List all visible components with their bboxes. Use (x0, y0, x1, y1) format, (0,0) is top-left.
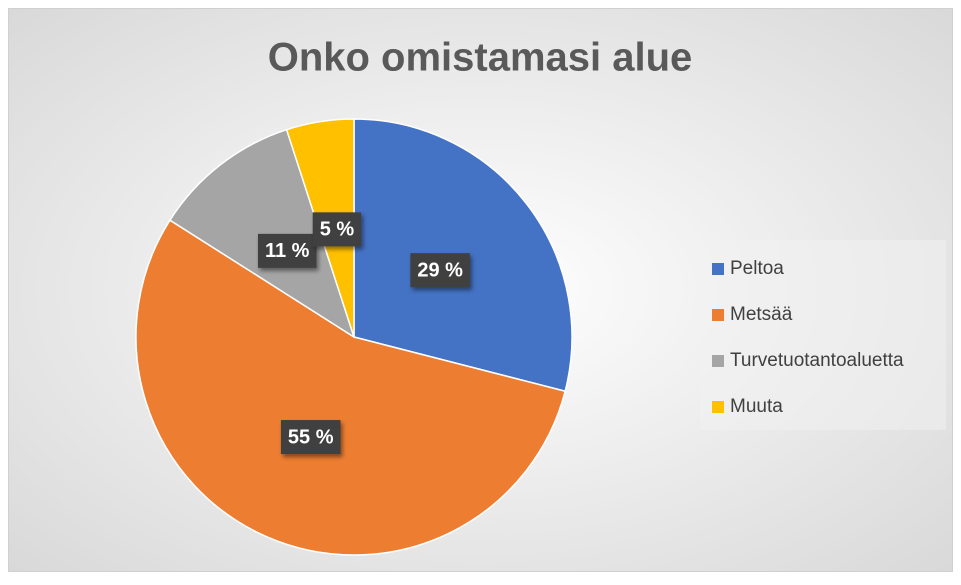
data-label-text: 55 % (288, 426, 334, 448)
data-label: 5 % (312, 212, 362, 247)
legend-swatch (712, 263, 724, 275)
legend-swatch (712, 401, 724, 413)
legend-label: Muuta (730, 396, 783, 417)
data-label-text: 29 % (417, 259, 463, 281)
data-label: 55 % (280, 420, 341, 455)
legend-label: Turvetuotantoaluetta (730, 350, 904, 371)
pie-slice (168, 128, 356, 339)
data-label: 29 % (410, 253, 470, 288)
legend (700, 240, 946, 430)
data-label-text: 5 % (320, 219, 355, 241)
data-label-box (312, 212, 362, 247)
legend-swatch (712, 355, 724, 367)
data-label-box (410, 253, 470, 288)
legend-swatch (712, 309, 724, 321)
pie-slice (135, 219, 567, 556)
data-label-text: 11 % (265, 240, 310, 262)
data-label-box (280, 420, 341, 455)
chart-title: Onko omistamasi alue (268, 36, 693, 80)
data-label-box (257, 233, 317, 268)
legend-label: Peltoa (730, 258, 784, 279)
legend-label: Metsää (730, 304, 793, 325)
data-label: 11 % (257, 233, 317, 268)
